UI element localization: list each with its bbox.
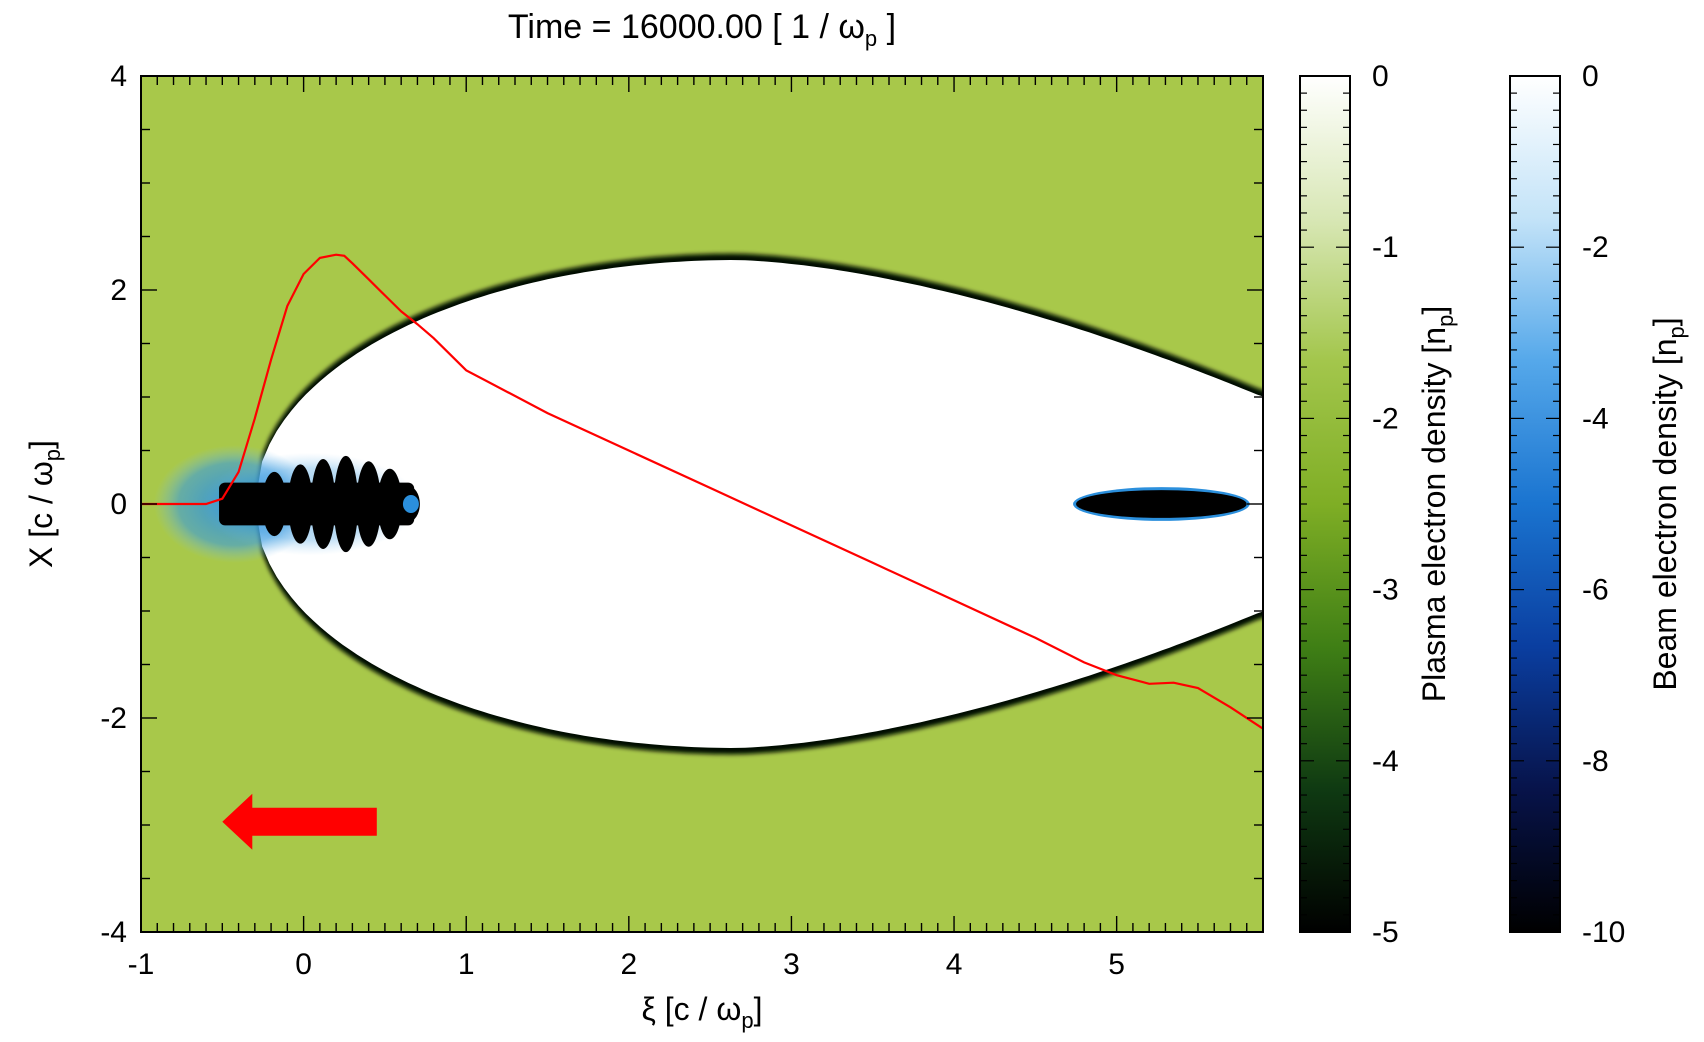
plot-area bbox=[141, 76, 1263, 932]
colorbar-tick-label: 0 bbox=[1582, 60, 1599, 93]
colorbar-tick-label: -4 bbox=[1372, 745, 1399, 778]
x-tick-label: 1 bbox=[458, 948, 475, 981]
x-tick-label: -1 bbox=[128, 948, 155, 981]
x-tick-label: 5 bbox=[1108, 948, 1125, 981]
x-tick-label: 0 bbox=[295, 948, 312, 981]
y-tick-label: -2 bbox=[100, 702, 127, 735]
witness-beam-core bbox=[1076, 490, 1247, 518]
colorbar-tick-label: -5 bbox=[1372, 916, 1399, 949]
y-axis-label: X [c / ωp] bbox=[23, 440, 65, 568]
x-tick-label: 4 bbox=[946, 948, 963, 981]
drive-beam-bunch bbox=[288, 464, 313, 544]
colorbar-plasma: 0 -1 -2 -3 -4 -5 bbox=[1299, 60, 1399, 949]
colorbar-gradient bbox=[1299, 75, 1351, 933]
colorbar-plasma-label-subscript: p bbox=[1433, 315, 1458, 327]
colorbar-tick-label: -2 bbox=[1582, 231, 1609, 264]
colorbar-tick-label: -1 bbox=[1372, 231, 1399, 264]
x-axis-label: ξ [c / ωp] bbox=[642, 991, 763, 1033]
field-lineout-line bbox=[141, 253, 1263, 730]
colorbar-tick-label: 0 bbox=[1372, 60, 1389, 93]
y-tick-label: -4 bbox=[100, 916, 127, 949]
colorbar-tick-label: -8 bbox=[1582, 745, 1609, 778]
drive-beam-bunch bbox=[356, 461, 381, 547]
y-axis: -4 -2 0 2 4 bbox=[100, 60, 1263, 949]
colorbar-tick-label: -4 bbox=[1582, 402, 1609, 435]
drive-beam-bunch bbox=[310, 459, 336, 549]
colorbar-tick-label: -6 bbox=[1582, 574, 1609, 607]
x-axis-label-subscript: p bbox=[741, 1008, 753, 1033]
y-tick-label: 2 bbox=[110, 274, 127, 307]
colorbar-beam: 0 -2 -4 -6 -8 -10 bbox=[1509, 60, 1625, 949]
x-tick-label: 2 bbox=[620, 948, 637, 981]
y-tick-label: 4 bbox=[110, 60, 127, 93]
drive-beam-tail bbox=[402, 495, 419, 513]
colorbar-plasma-label: Plasma electron density [np] bbox=[1416, 306, 1458, 702]
x-tick-label: 3 bbox=[783, 948, 800, 981]
x-axis: -1 0 1 2 3 4 5 bbox=[128, 76, 1264, 981]
witness-beam bbox=[1073, 487, 1250, 521]
chart-title: Time = 16000.00 [ 1 / ωp ] bbox=[508, 8, 896, 51]
propagation-direction-arrow bbox=[222, 793, 377, 850]
colorbar-tick-label: -10 bbox=[1582, 916, 1625, 949]
y-axis-label-subscript: p bbox=[40, 449, 65, 461]
colorbar-tick-label: -3 bbox=[1372, 574, 1399, 607]
drive-beam-bunch bbox=[377, 468, 402, 540]
colorbar-beam-label: Beam electron density [np] bbox=[1647, 317, 1689, 690]
colorbar-tick-label: -2 bbox=[1372, 402, 1399, 435]
drive-beam-bunch bbox=[333, 455, 359, 553]
colorbar-beam-label-subscript: p bbox=[1664, 326, 1689, 338]
drive-beam bbox=[154, 445, 420, 563]
colorbar-gradient bbox=[1509, 75, 1561, 933]
y-tick-label: 0 bbox=[110, 488, 127, 521]
chart-title-subscript: p bbox=[865, 26, 877, 51]
drive-beam-bunch bbox=[262, 471, 287, 537]
